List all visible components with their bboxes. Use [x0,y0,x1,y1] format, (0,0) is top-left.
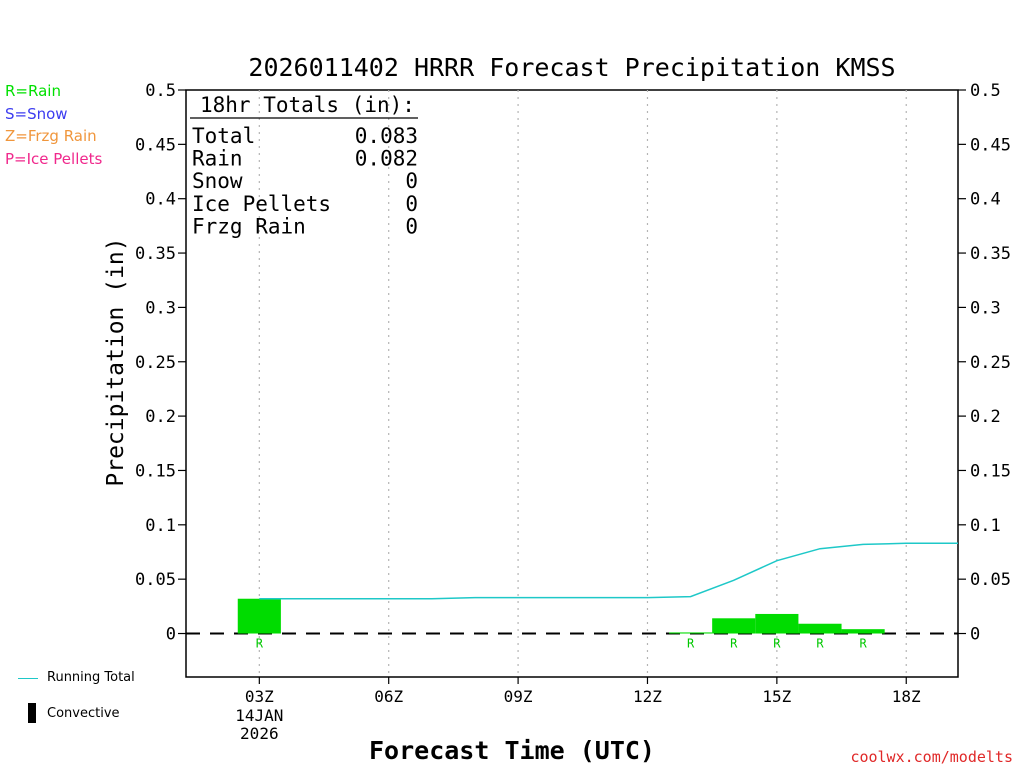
precip-bar [712,618,756,634]
rain-marker-label: R [730,637,738,651]
precip-bar [841,629,885,634]
x-tick-label: 12Z [633,687,662,706]
totals-heading: 18hr Totals (in): [200,93,415,117]
precip-bar [237,598,281,634]
totals-rows: Total 0.083 Rain 0.082 Snow 0 Ice Pellets 0 Frzg… [192,124,418,238]
x-tick-label: 15Z [762,687,791,706]
y-tick-label-left: 0.25 [135,353,176,373]
precip-bar [669,632,713,634]
y-tick-label-left: 0.05 [135,570,176,590]
totals-row-label: Frzg Rain [192,214,306,238]
totals-row-label: Rain [192,147,243,171]
y-tick-label-right: 0.5 [970,81,1001,101]
x-tick-label: 18Z [892,687,921,706]
y-axis-label: Precipitation (in) [103,237,129,486]
totals-row-label: Snow [192,169,243,193]
y-tick-label-left: 0.3 [145,298,176,318]
totals-row-value: 0.083 [355,124,418,148]
y-tick-label-left: 0.5 [145,81,176,101]
y-tick-label-left: 0.4 [145,190,176,210]
y-tick-label-left: 0.35 [135,244,176,264]
y-tick-label-right: 0 [970,625,980,645]
y-tick-label-left: 0.45 [135,135,176,155]
totals-row-value: 0 [405,214,418,238]
y-axis-left: 0.5 0.45 0.4 0.35 0.3 0.25 0.2 0.15 0.1 0.05 0 [135,81,186,645]
precip-bar [755,613,799,634]
running-total-line [259,542,958,600]
y-tick-label-left: 0.1 [145,516,176,536]
x-tick-date-label: 2026 [240,724,279,743]
y-tick-label-left: 0.2 [145,407,176,427]
totals-row-label: Ice Pellets [192,192,331,216]
plot-frame [185,89,959,678]
running-total-legend-line [18,678,38,679]
y-tick-label-right: 0.2 [970,407,1001,427]
x-axis-label: Forecast Time (UTC) [369,736,655,765]
convective-legend-label: Convective [47,706,120,721]
x-tick-label: 09Z [504,687,533,706]
totals-row-value: 0 [405,169,418,193]
convective-legend-swatch [28,703,36,723]
rain-marker-label: R [860,637,868,651]
x-tick-label: 03Z [245,687,274,706]
y-tick-label-right: 0.05 [970,570,1011,590]
y-tick-label-right: 0.15 [970,461,1011,481]
x-tick-date-label: 14JAN [235,706,283,725]
legend-snow: S=Snow [5,105,68,123]
rain-marker-label: R [687,637,695,651]
legend-frzg-rain: Z=Frzg Rain [5,127,97,145]
totals-row-label: Total [192,124,255,148]
x-tick-label: 06Z [374,687,403,706]
y-tick-label-right: 0.45 [970,135,1011,155]
precip-bars [237,598,885,634]
y-tick-label-right: 0.4 [970,190,1001,210]
totals-box: 18hr Totals (in): Total 0.083 Rain 0.082 Sno… [190,93,418,238]
legend-ice-pellets: P=Ice Pellets [5,150,103,168]
legend-rain: R=Rain [5,82,61,100]
y-tick-label-right: 0.1 [970,516,1001,536]
y-axis-right: 0.5 0.45 0.4 0.35 0.3 0.25 0.2 0.15 0.1 0.05 0 [958,81,1011,645]
y-tick-label-right: 0.25 [970,353,1011,373]
precip-bar [798,623,842,634]
rain-marker-label: R [773,637,781,651]
y-tick-label-right: 0.3 [970,298,1001,318]
running-total-legend-label: Running Total [47,670,135,685]
chart-title: 2026011402 HRRR Forecast Precipitation K… [248,53,895,82]
y-tick-label-left: 0 [166,625,176,645]
credit-text: coolwx.com/modelts [850,748,1013,766]
y-tick-label-left: 0.15 [135,461,176,481]
x-gridlines [258,90,907,677]
totals-row-value: 0 [405,192,418,216]
totals-row-value: 0.082 [355,147,418,171]
rain-marker-label: R [816,637,824,651]
rain-marker-label: R [256,637,264,651]
y-tick-label-right: 0.35 [970,244,1011,264]
